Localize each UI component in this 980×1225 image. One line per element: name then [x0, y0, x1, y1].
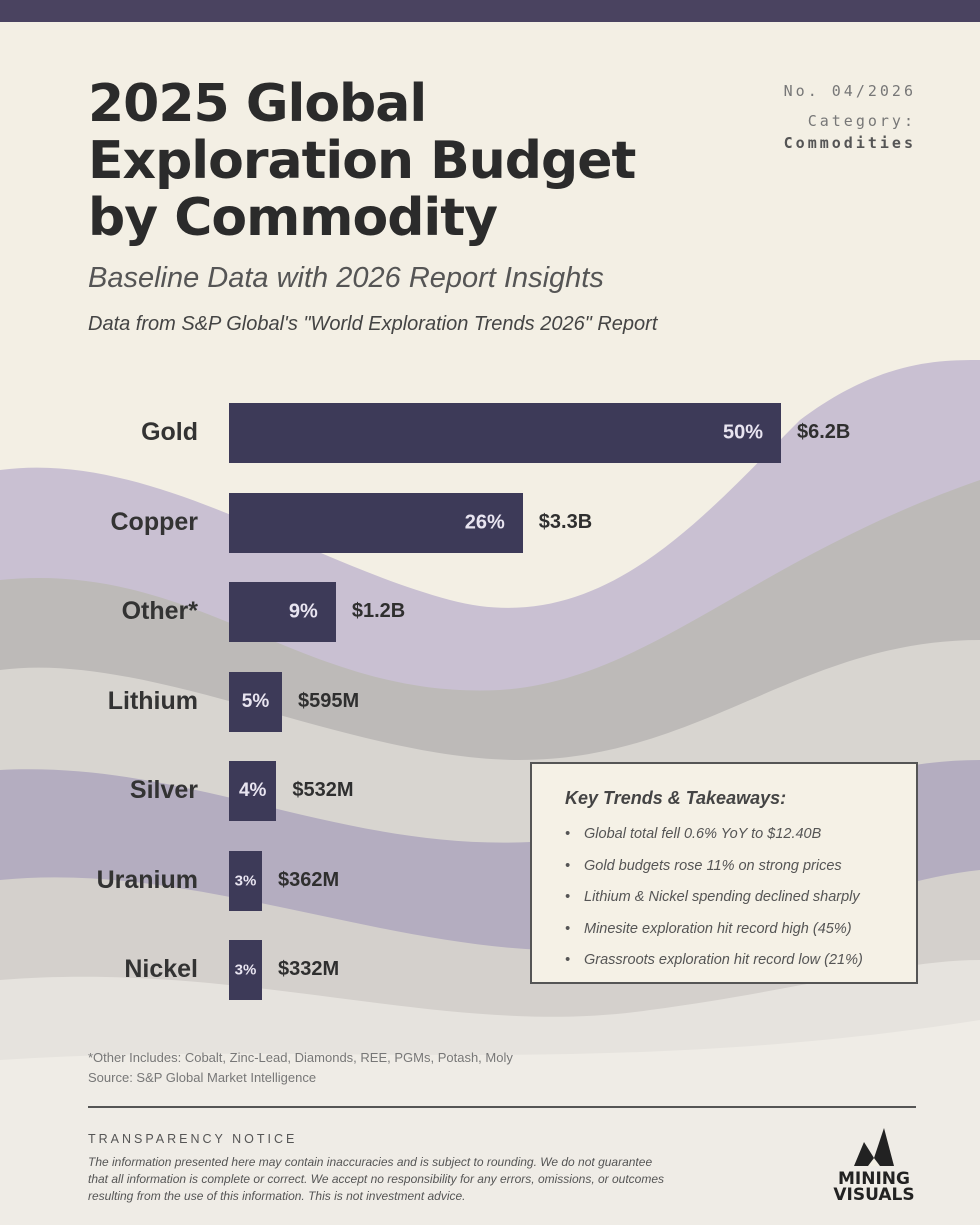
- category-label: Uranium: [96, 865, 198, 894]
- issue-info: No. 04/2026 Category: Commodities: [784, 80, 916, 154]
- notice-text: The information presented here may conta…: [88, 1155, 665, 1203]
- title-line: 2025 Global: [88, 74, 427, 134]
- category-label: Category:: [807, 112, 916, 130]
- bar-nickel: 3%: [229, 940, 262, 1000]
- issue-number: No. 04/2026: [783, 82, 916, 100]
- logo-text: MINING: [838, 1169, 910, 1189]
- subtitle: Baseline Data with 2026 Report Insights: [88, 262, 604, 294]
- bar-gold: 50%: [229, 403, 781, 463]
- other-footnote: *Other Includes: Cobalt, Zinc-Lead, Diam…: [88, 1050, 513, 1065]
- value-label: $3.3B: [538, 510, 593, 533]
- source-footnote: Source: S&P Global Market Intelligence: [88, 1070, 317, 1085]
- value-label: $6.2B: [797, 421, 851, 443]
- top-bar: [0, 0, 980, 22]
- divider: [88, 1106, 916, 1108]
- category-label: Gold: [141, 418, 198, 446]
- value-label: $595M: [297, 689, 360, 712]
- value-label: $532M: [292, 779, 354, 801]
- category-label: Copper: [110, 507, 199, 536]
- title-line: by Commodity: [88, 188, 498, 248]
- trend-item: Grassroots exploration hit record low (2…: [565, 945, 916, 977]
- title-line: Exploration Budget: [88, 131, 636, 191]
- bar-copper: 26%: [229, 492, 523, 553]
- bar-other: 9%: [229, 582, 336, 642]
- value-label: $1.2B: [351, 600, 406, 622]
- trend-item: Lithium & Nickel spending declined sharp…: [565, 882, 916, 914]
- percent-label: 3%: [234, 872, 257, 889]
- percent-label: 3%: [234, 961, 257, 979]
- trend-item: Global total fell 0.6% YoY to $12.40B: [565, 819, 916, 851]
- mountain-logo-icon: [854, 1128, 894, 1166]
- percent-label: 5%: [241, 690, 270, 712]
- notice-title: TRANSPARENCY NOTICE: [88, 1132, 298, 1146]
- key-trends-box: Key Trends & Takeaways: Global total fel…: [530, 762, 918, 984]
- percent-label: 9%: [288, 600, 318, 623]
- bar-lithium: 5%: [229, 671, 282, 732]
- logo-text: VISUALS: [833, 1185, 915, 1205]
- mining-visuals-logo: MINING VISUALS: [832, 1128, 916, 1205]
- bar-silver: 4%: [229, 761, 277, 821]
- percent-label: 50%: [722, 421, 763, 444]
- category-label: Silver: [129, 776, 198, 804]
- category-label: Nickel: [124, 955, 198, 983]
- category-label: Other*: [121, 597, 198, 625]
- value-label: $332M: [278, 958, 340, 980]
- category-label: Lithium: [107, 686, 198, 715]
- category-value: Commodities: [783, 134, 916, 152]
- trend-item: Minesite exploration hit record high (45…: [565, 914, 916, 946]
- trend-item: Gold budgets rose 11% on strong prices: [565, 851, 916, 883]
- trends-title: Key Trends & Takeaways:: [565, 788, 787, 808]
- page-title: 2025 Global Exploration Budget by Commod…: [88, 74, 636, 248]
- percent-label: 4%: [238, 780, 267, 801]
- data-source: Data from S&P Global's "World Exploratio…: [88, 313, 658, 335]
- value-label: $362M: [278, 868, 340, 891]
- percent-label: 26%: [464, 511, 505, 533]
- bar-uranium: 3%: [229, 850, 262, 911]
